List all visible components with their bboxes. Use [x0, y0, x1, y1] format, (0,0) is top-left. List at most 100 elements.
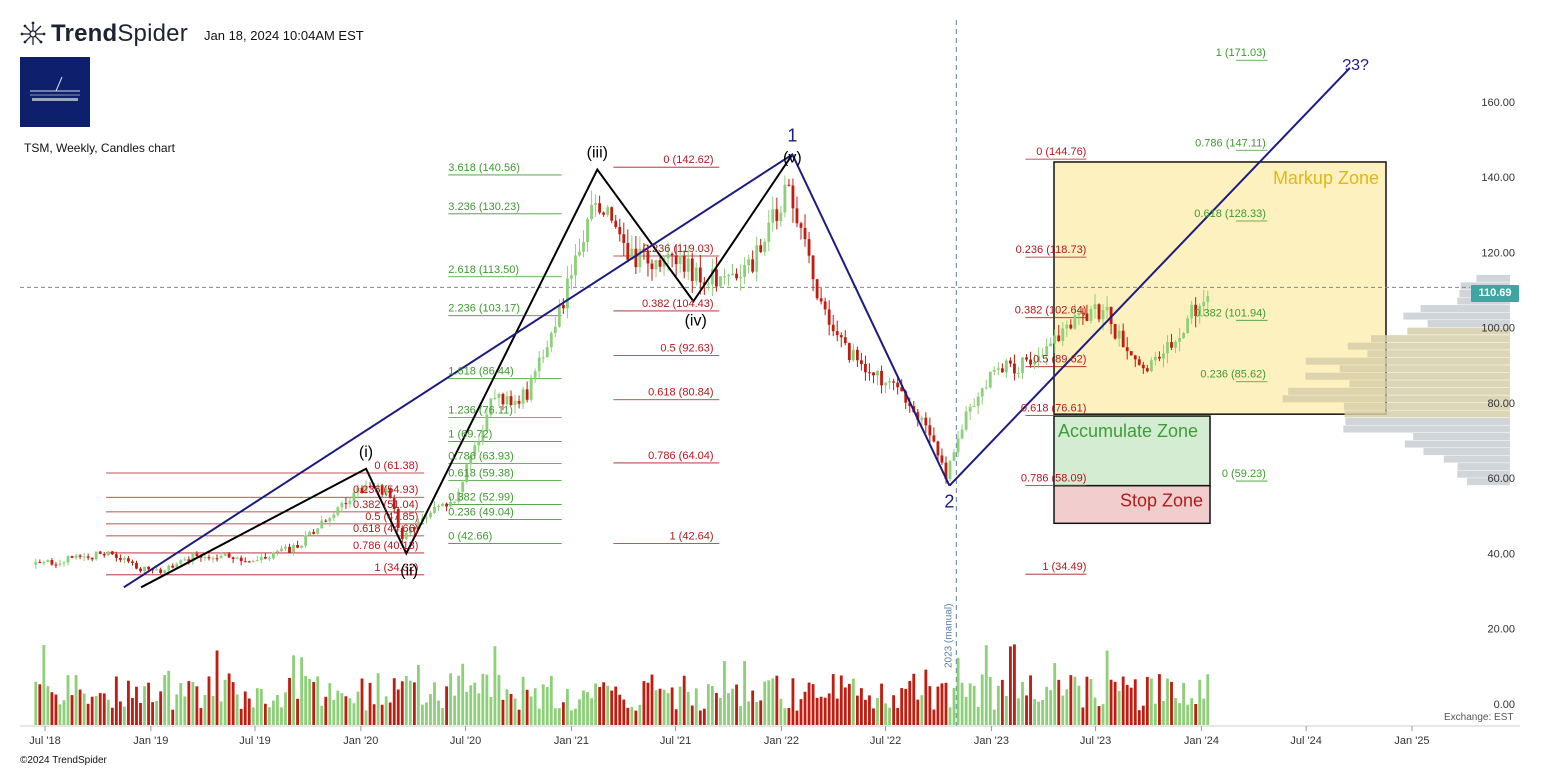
candle-body — [66, 556, 70, 563]
chart-timestamp: Jan 18, 2024 10:04AM EST — [204, 28, 364, 43]
volume-bar — [191, 682, 195, 725]
volume-profile-bar — [1413, 432, 1510, 441]
volume-profile-bar — [1407, 327, 1510, 335]
candle-body — [1069, 324, 1073, 329]
candle-body — [1021, 357, 1024, 374]
x-tick-label: Jan '20 — [343, 735, 378, 747]
volume-bar — [332, 699, 336, 725]
candle-body — [465, 464, 469, 483]
candle-body — [594, 203, 598, 205]
candle-body — [537, 357, 541, 372]
candle-body — [791, 185, 795, 209]
volume-bar — [964, 696, 968, 725]
candle-body — [58, 563, 62, 565]
candle-body — [183, 559, 187, 561]
candle-body — [1129, 351, 1133, 356]
candle-body — [231, 557, 235, 560]
wave-label: (i) — [359, 444, 373, 461]
volume-bar — [86, 703, 90, 725]
fib-level-label: 1 (34.32) — [374, 562, 418, 574]
volume-bar — [976, 706, 980, 725]
volume-bar — [195, 686, 199, 725]
volume-bar — [90, 696, 94, 725]
candle-body — [1045, 346, 1049, 356]
candle-body — [614, 220, 618, 228]
candle-body — [864, 363, 867, 373]
volume-bar — [1162, 700, 1165, 725]
candle-body — [626, 242, 630, 260]
volume-bar — [300, 657, 304, 725]
volume-bar — [1137, 710, 1141, 725]
candle-body — [114, 554, 118, 558]
candle-body — [570, 275, 573, 279]
fib-level-label: 0.5 (47.85) — [365, 511, 418, 523]
volume-bar — [731, 688, 734, 725]
volume-bar — [710, 685, 714, 725]
volume-bar — [106, 699, 110, 725]
candle-body — [461, 482, 465, 492]
publisher-logo — [20, 57, 90, 127]
volume-bar — [839, 675, 843, 725]
volume-bar — [1081, 707, 1085, 725]
candle-body — [783, 184, 787, 213]
candle-body — [900, 387, 904, 392]
candle-body — [1061, 328, 1065, 341]
volume-bar — [872, 708, 875, 725]
volume-bar — [151, 702, 154, 725]
volume-bar — [831, 674, 835, 725]
volume-profile-bar — [1457, 463, 1510, 471]
candle-body — [388, 488, 392, 499]
candle-body — [235, 557, 239, 560]
volume-bar — [549, 675, 553, 725]
volume-bar — [864, 699, 867, 725]
volume-bar — [461, 663, 465, 725]
candle-body — [872, 372, 875, 376]
volume-bar — [803, 691, 807, 725]
candle-body — [131, 561, 134, 563]
candle-body — [441, 503, 444, 506]
volume-bar — [376, 673, 380, 725]
candle-body — [739, 276, 742, 279]
candle-body — [1198, 306, 1202, 317]
candle-body — [1101, 310, 1105, 320]
accumulate-zone-label: Accumulate Zone — [1058, 421, 1198, 441]
volume-profile-bar — [1457, 470, 1510, 478]
volume-bar — [735, 684, 738, 725]
fib-level-label: 0.618 (76.61) — [1021, 403, 1086, 415]
candle-body — [1162, 353, 1165, 359]
candle-body — [90, 557, 94, 560]
candle-body — [255, 560, 259, 562]
candle-body — [392, 498, 396, 510]
volume-profile-bar — [1339, 365, 1510, 373]
accumulate-zone — [1053, 415, 1211, 487]
volume-bar — [1033, 699, 1036, 725]
candle-body — [1158, 356, 1161, 359]
x-tick-label: Jan '24 — [1184, 735, 1219, 747]
candle-body — [501, 394, 505, 405]
volume-bar — [1145, 676, 1149, 725]
candle-body — [807, 239, 811, 256]
volume-bar — [1109, 679, 1113, 725]
volume-bar — [1174, 698, 1177, 725]
candle-body — [110, 551, 114, 555]
volume-bar — [364, 710, 368, 725]
candle-body — [118, 557, 122, 560]
volume-bar — [445, 686, 448, 725]
x-tick-label: Jul '20 — [450, 735, 481, 747]
candle-body — [489, 398, 493, 415]
volume-bar — [972, 685, 976, 725]
candle-body — [682, 255, 686, 272]
volume-bar — [453, 695, 457, 725]
candle-body — [723, 276, 726, 278]
candle-body — [859, 360, 863, 364]
volume-bar — [791, 678, 795, 725]
volume-bar — [143, 686, 146, 725]
candle-body — [175, 563, 179, 568]
volume-bar — [477, 693, 481, 725]
candle-body — [267, 558, 271, 560]
volume-bar — [288, 677, 291, 725]
candle-body — [795, 208, 799, 224]
candle-body — [211, 558, 215, 560]
volume-profile-bar — [1345, 417, 1510, 425]
